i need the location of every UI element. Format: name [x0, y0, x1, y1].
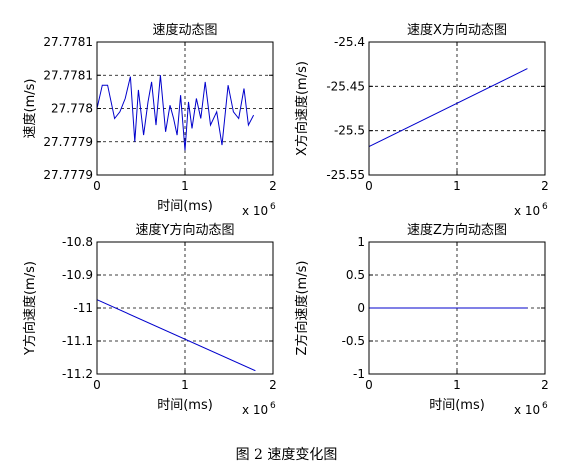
chart-title: 速度X方向动态图	[407, 22, 507, 38]
chart-title: 速度动态图	[152, 22, 217, 38]
y-axis-label: 速度(m/s)	[22, 79, 38, 139]
subplot-2: 0 1 2 -25.55 -25.5 -25.45 -25.4 速度X方向动态图 x 10 6 X方…	[294, 22, 549, 218]
x-exponent-label: x 10	[242, 403, 268, 417]
y-tick-label: 27.7779	[43, 168, 93, 182]
y-tick-label: 1	[357, 235, 365, 249]
y-tick-label: 0	[357, 301, 365, 315]
subplot-3: 0 1 2 -11.2 -11.1 -11 -10.9 -10.8 速度Y方向动态图时间(ms)…	[22, 222, 277, 417]
series-line	[96, 299, 256, 372]
x-tick-label: 0	[93, 378, 101, 392]
y-axis-label: Z方向速度(m/s)	[294, 261, 310, 356]
axes-frame	[368, 41, 546, 176]
axes-frame	[368, 241, 546, 375]
chart-title: 速度Y方向动态图	[136, 222, 235, 238]
series-line	[368, 68, 528, 148]
x-exponent-power: 6	[270, 202, 276, 212]
axes-frame	[96, 241, 274, 375]
figure-caption: 图 2 速度变化图	[235, 447, 338, 463]
x-exponent-label: x 10	[514, 403, 540, 417]
x-exponent-power: 6	[542, 401, 548, 411]
y-tick-label: -10.8	[62, 235, 93, 249]
y-axis-label: X方向速度(m/s)	[294, 61, 310, 156]
y-tick-label: 27.7779	[43, 135, 93, 149]
x-tick-label: 1	[181, 378, 189, 392]
x-tick-label: 2	[541, 378, 549, 392]
x-axis-label: 时间(ms)	[157, 199, 213, 214]
x-tick-label: 2	[541, 179, 549, 193]
x-tick-label: 2	[269, 378, 277, 392]
x-exponent-power: 6	[542, 202, 548, 212]
x-tick-label: 0	[365, 378, 373, 392]
y-tick-label: 27.7781	[43, 68, 93, 82]
y-tick-label: -25.4	[334, 35, 365, 49]
y-tick-label: -11.2	[62, 367, 93, 381]
y-tick-label: -25.5	[334, 124, 365, 138]
subplot-1: 0 1 2 27.7779 27.7779 27.778 27.7781 27.7781 速度动…	[22, 22, 277, 218]
x-axis-label: 时间(ms)	[157, 398, 213, 413]
y-tick-label: -25.45	[326, 79, 365, 93]
x-exponent-power: 6	[270, 401, 276, 411]
y-tick-label: 27.778	[51, 102, 93, 116]
x-exponent-label: x 10	[242, 204, 268, 218]
y-tick-label: 0.5	[346, 268, 365, 282]
x-tick-label: 2	[269, 179, 277, 193]
x-tick-label: 1	[453, 378, 461, 392]
x-axis-label: 时间(ms)	[429, 398, 485, 413]
figure: 0 1 2 27.7779 27.7779 27.778 27.7781 27.7781 速度动…	[22, 22, 549, 417]
x-tick-label: 0	[93, 179, 101, 193]
y-tick-label: -10.9	[62, 268, 93, 282]
y-tick-label: -0.5	[342, 334, 365, 348]
y-tick-label: -25.55	[326, 168, 365, 182]
y-axis-label: Y方向速度(m/s)	[22, 261, 38, 356]
x-tick-label: 1	[181, 179, 189, 193]
series-line	[96, 75, 255, 151]
chart-title: 速度Z方向动态图	[407, 222, 507, 238]
x-exponent-label: x 10	[514, 204, 540, 218]
y-tick-label: -1	[353, 367, 365, 381]
y-tick-label: -11	[73, 301, 93, 315]
y-tick-label: -11.1	[62, 334, 93, 348]
x-tick-label: 1	[453, 179, 461, 193]
y-tick-label: 27.7781	[43, 35, 93, 49]
axes-frame	[96, 41, 274, 176]
x-tick-label: 0	[365, 179, 373, 193]
